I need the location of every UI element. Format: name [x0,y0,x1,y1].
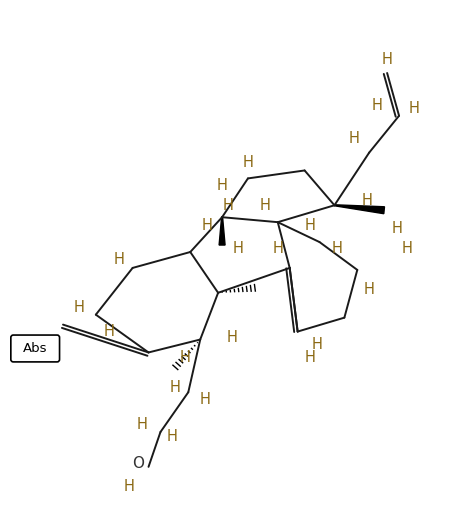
Text: H: H [113,252,124,268]
Text: Abs: Abs [23,342,48,355]
Text: H: H [217,178,228,193]
Text: H: H [392,221,403,236]
Text: H: H [312,337,323,352]
Text: H: H [180,350,191,365]
Text: H: H [227,330,238,345]
Text: H: H [364,282,375,297]
Polygon shape [334,205,385,214]
Text: H: H [233,240,243,256]
Text: H: H [402,240,412,256]
Text: H: H [202,218,213,233]
Text: H: H [73,300,84,315]
Text: H: H [103,324,114,339]
Text: O: O [133,456,145,472]
FancyBboxPatch shape [11,335,60,362]
Text: H: H [272,240,283,256]
Text: H: H [349,131,360,146]
Text: H: H [332,240,343,256]
Text: H: H [242,155,253,170]
Text: H: H [362,193,373,208]
Text: H: H [123,479,134,494]
Text: H: H [200,392,211,407]
Text: H: H [372,98,383,113]
Text: H: H [137,417,148,431]
Text: H: H [382,52,393,66]
Text: H: H [259,198,270,213]
Text: H: H [408,101,419,116]
Text: H: H [304,350,315,365]
Text: H: H [223,198,234,213]
Text: H: H [167,429,178,445]
Polygon shape [219,217,225,245]
Text: H: H [170,380,181,395]
Text: H: H [304,218,315,233]
